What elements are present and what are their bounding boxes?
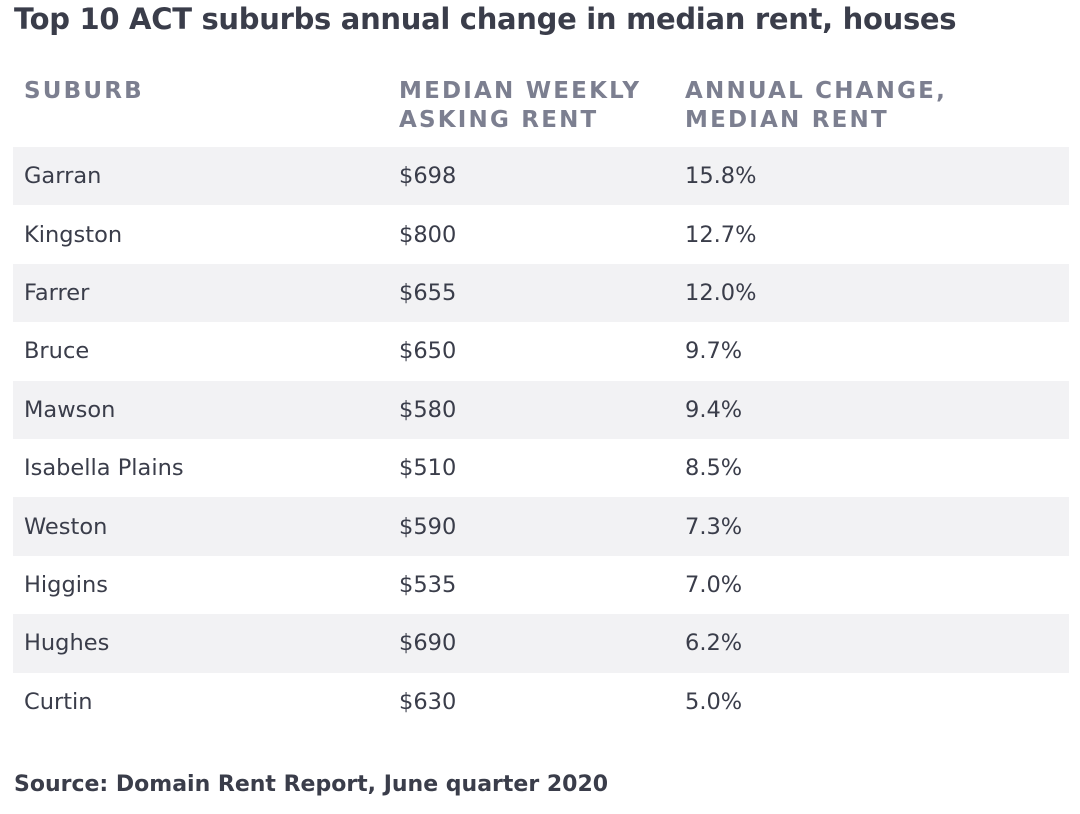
- table-row: Curtin $630 5.0%: [13, 673, 1069, 731]
- table-row: Higgins $535 7.0%: [13, 556, 1069, 614]
- cell-suburb: Garran: [24, 163, 102, 190]
- cell-annual-change: 5.0%: [685, 688, 743, 715]
- cell-median-rent: $580: [399, 396, 457, 423]
- cell-suburb: Mawson: [24, 396, 116, 423]
- table-row: Hughes $690 6.2%: [13, 614, 1069, 673]
- cell-annual-change: 12.7%: [685, 221, 757, 248]
- cell-suburb: Isabella Plains: [24, 455, 184, 482]
- header-rent-line-2: ASKING RENT: [399, 107, 599, 133]
- cell-annual-change: 7.3%: [685, 513, 743, 540]
- cell-suburb: Weston: [24, 513, 108, 540]
- header-median-weekly-asking-rent: MEDIAN WEEKLY ASKING RENT: [388, 76, 674, 147]
- cell-suburb: Hughes: [24, 630, 110, 657]
- cell-median-rent: $800: [399, 221, 457, 248]
- header-annual-change: ANNUAL CHANGE, MEDIAN RENT: [674, 76, 1069, 147]
- table-row: Bruce $650 9.7%: [13, 322, 1069, 380]
- table-body: Garran $698 15.8% Kingston $800 12.7% Farrer $6…: [13, 147, 1069, 731]
- cell-median-rent: $655: [399, 279, 457, 306]
- table-row: Kingston $800 12.7%: [13, 205, 1069, 263]
- header-change-line-2: MEDIAN RENT: [685, 107, 889, 133]
- header-suburb: SUBURB: [13, 76, 388, 147]
- table-title: Top 10 ACT suburbs annual change in medi…: [14, 2, 957, 36]
- cell-suburb: Curtin: [24, 688, 93, 715]
- cell-median-rent: $535: [399, 571, 457, 598]
- cell-annual-change: 12.0%: [685, 279, 757, 306]
- cell-suburb: Farrer: [24, 279, 90, 306]
- header-suburb-line-1: SUBURB: [24, 78, 144, 104]
- table-row: Weston $590 7.3%: [13, 497, 1069, 556]
- cell-annual-change: 6.2%: [685, 630, 743, 657]
- header-change-line-1: ANNUAL CHANGE,: [685, 78, 948, 104]
- cell-annual-change: 8.5%: [685, 455, 743, 482]
- header-rent-line-1: MEDIAN WEEKLY: [399, 78, 642, 104]
- source-note: Source: Domain Rent Report, June quarter…: [14, 772, 609, 797]
- cell-annual-change: 9.7%: [685, 338, 743, 365]
- table-row: Isabella Plains $510 8.5%: [13, 439, 1069, 497]
- rent-table: SUBURB MEDIAN WEEKLY ASKING RENT ANNUAL …: [13, 76, 1069, 731]
- cell-median-rent: $510: [399, 455, 457, 482]
- cell-median-rent: $698: [399, 163, 457, 190]
- cell-median-rent: $590: [399, 513, 457, 540]
- cell-annual-change: 9.4%: [685, 396, 743, 423]
- cell-median-rent: $650: [399, 338, 457, 365]
- table-row: Farrer $655 12.0%: [13, 263, 1069, 323]
- cell-suburb: Higgins: [24, 571, 108, 598]
- cell-annual-change: 15.8%: [685, 163, 757, 190]
- table-row: Mawson $580 9.4%: [13, 380, 1069, 439]
- table-row: Garran $698 15.8%: [13, 147, 1069, 206]
- cell-median-rent: $690: [399, 630, 457, 657]
- cell-annual-change: 7.0%: [685, 571, 743, 598]
- cell-suburb: Kingston: [24, 221, 123, 248]
- cell-median-rent: $630: [399, 688, 457, 715]
- table-header: SUBURB MEDIAN WEEKLY ASKING RENT ANNUAL …: [13, 76, 1069, 147]
- cell-suburb: Bruce: [24, 338, 90, 365]
